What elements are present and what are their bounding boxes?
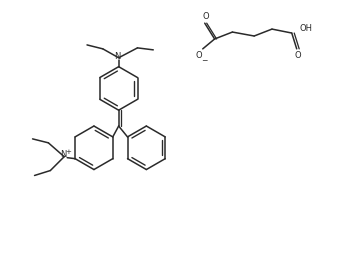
- Text: O: O: [195, 51, 202, 60]
- Text: O: O: [294, 51, 301, 60]
- Text: −: −: [202, 56, 208, 65]
- Text: +: +: [65, 149, 71, 155]
- Text: N: N: [60, 150, 66, 159]
- Text: N: N: [115, 52, 121, 61]
- Text: OH: OH: [299, 24, 312, 33]
- Text: O: O: [202, 12, 209, 21]
